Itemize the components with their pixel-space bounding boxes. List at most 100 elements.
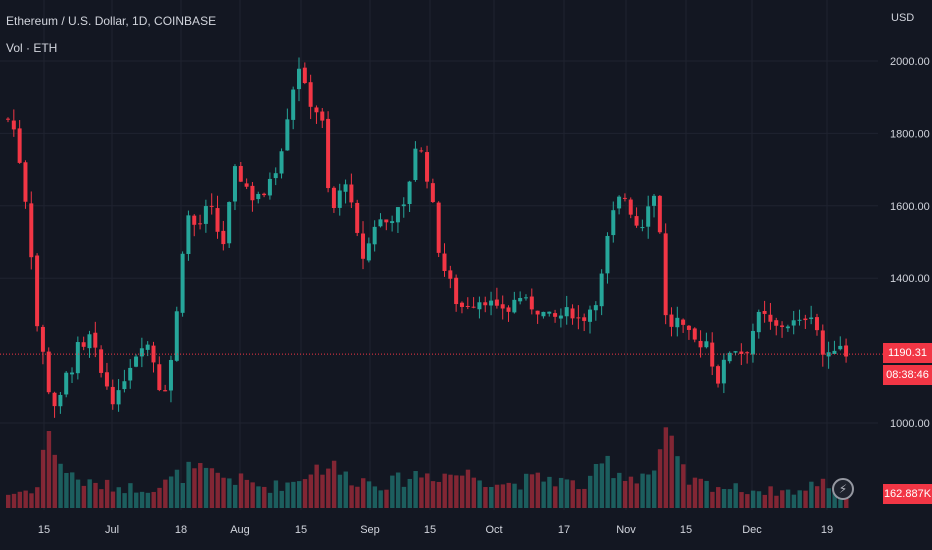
volume-bar <box>134 492 139 508</box>
volume-bar <box>622 480 628 508</box>
candle-body <box>750 330 755 355</box>
volume-bar <box>279 490 284 508</box>
candle-body <box>646 206 651 227</box>
volume-bar <box>192 468 197 508</box>
volume-bar <box>681 464 686 508</box>
time-tick-label: 19 <box>821 524 833 536</box>
volume-bar <box>168 476 174 508</box>
candle-body <box>134 356 139 367</box>
time-tick-label: 15 <box>295 524 307 536</box>
candle-body <box>430 183 435 202</box>
volume-bar <box>116 487 121 508</box>
volume-bar <box>52 454 57 508</box>
candle-body <box>588 309 592 322</box>
candle-body <box>518 298 523 302</box>
candle-body <box>35 255 40 327</box>
candle-body <box>640 227 645 229</box>
volume-indicator-label[interactable]: Vol · ETH <box>6 41 58 55</box>
candle-body <box>622 197 627 199</box>
volume-bar <box>454 475 459 508</box>
candle-body <box>419 150 424 152</box>
price-tick-label: 2000.00 <box>890 56 930 68</box>
volume-bar <box>163 479 168 508</box>
volume-bar <box>576 489 581 508</box>
candle-body <box>704 341 709 348</box>
volume-bar <box>122 493 127 508</box>
countdown-tag: 08:38:46 <box>883 365 932 385</box>
candle-body <box>23 162 28 202</box>
volume-bar <box>139 491 145 508</box>
time-tick-label: Aug <box>230 524 250 536</box>
price-axis[interactable]: 2000.00 1800.00 1600.00 1400.00 1000.00 <box>890 56 930 430</box>
candle-body <box>820 330 825 355</box>
volume-bar <box>523 473 529 508</box>
candle-body <box>116 390 121 405</box>
candle-body <box>686 325 691 330</box>
candle-body <box>75 342 80 374</box>
candle-body <box>361 233 366 259</box>
volume-bar <box>395 472 401 508</box>
candle-body <box>512 299 517 313</box>
volume-bar <box>267 492 273 508</box>
volume-bar <box>436 481 442 508</box>
candle-body <box>506 307 511 312</box>
price-tick-label: 1000.00 <box>890 418 930 430</box>
candle-body <box>541 311 546 317</box>
candle-body <box>372 226 377 245</box>
volume-bar <box>232 484 238 508</box>
candle-body <box>675 317 680 328</box>
volume-bar <box>75 479 81 508</box>
candle-body <box>477 302 482 310</box>
candle-body <box>203 206 208 224</box>
time-tick-label: Dec <box>742 524 762 536</box>
volume-bar <box>390 475 395 508</box>
volume-bar <box>372 486 378 508</box>
lightning-icon[interactable]: ⚡ <box>832 478 854 500</box>
time-tick-label: Nov <box>616 524 636 536</box>
candle-body <box>617 196 622 209</box>
candle-body <box>762 310 767 314</box>
volume-bar <box>337 474 343 508</box>
candle-body <box>605 235 610 274</box>
currency-label[interactable]: USD <box>891 12 915 24</box>
volume-bar <box>227 478 232 508</box>
time-tick-label: 15 <box>38 524 50 536</box>
volume-bar <box>750 490 756 508</box>
candle-body <box>535 310 540 315</box>
candle-body <box>262 193 267 196</box>
candle-body <box>331 187 336 209</box>
volume-bar <box>58 463 63 508</box>
candle-body <box>669 314 674 327</box>
volume-bar <box>640 473 645 508</box>
candle-body <box>99 349 104 373</box>
volume-bar <box>459 475 465 508</box>
candle-body <box>593 305 598 311</box>
volume-bar <box>244 479 250 508</box>
volume-bar <box>203 467 209 508</box>
candle-body <box>652 195 657 206</box>
last-price-tag: 1190.31 <box>883 343 932 363</box>
volume-bar <box>302 479 308 508</box>
volume-bar <box>407 478 412 508</box>
volume-bar <box>413 470 418 508</box>
candle-body <box>122 381 127 390</box>
volume-bar <box>570 480 575 508</box>
candle-body <box>17 128 22 163</box>
volume-bar <box>110 491 116 508</box>
volume-bar <box>780 490 785 508</box>
time-axis[interactable]: 15 Jul 18 Aug 15 Sep 15 Oct 17 Nov 15 Dec 19 <box>38 524 833 536</box>
candle-body <box>844 345 849 357</box>
candle-body <box>553 313 558 317</box>
candle-body <box>692 328 697 340</box>
volume-bar <box>70 472 75 508</box>
candle-body <box>814 317 819 331</box>
volume-bar <box>378 490 383 508</box>
time-tick-label: 17 <box>558 524 570 536</box>
chart-title[interactable]: Ethereum / U.S. Dollar, 1D, COINBASE <box>6 14 217 28</box>
candle-body <box>279 151 284 174</box>
volume-bar <box>29 493 34 508</box>
candle-body <box>209 205 214 207</box>
candle-body <box>454 277 459 305</box>
volume-bar <box>675 456 680 508</box>
